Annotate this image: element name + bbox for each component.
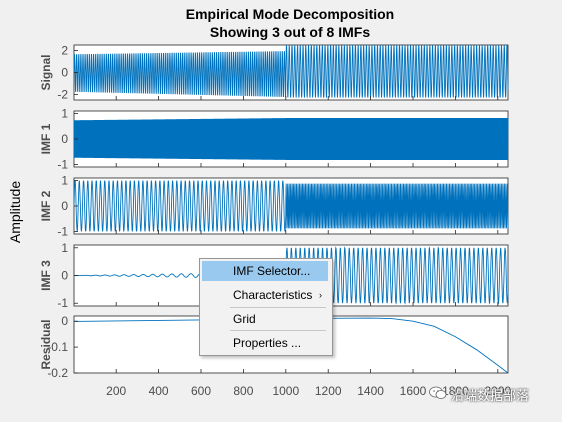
- submenu-arrow-icon: ›: [319, 290, 322, 300]
- panel-ylabel: IMF 3: [39, 260, 53, 291]
- y-tick-label: -0.1: [47, 340, 68, 354]
- y-tick-label: -1: [57, 157, 68, 171]
- series-line-signal: [73, 45, 509, 98]
- menu-separator: [230, 330, 326, 331]
- menu-separator: [230, 307, 326, 308]
- y-tick-label: 0: [61, 66, 68, 80]
- x-tick-label: 800: [233, 384, 253, 398]
- series-line-imf1: [73, 118, 509, 160]
- y-tick-label: -1: [57, 296, 68, 310]
- menu-item-properties[interactable]: Properties ...: [202, 333, 328, 353]
- y-tick-label: 0: [61, 269, 68, 283]
- x-tick-label: 400: [149, 384, 169, 398]
- y-tick-label: 2: [61, 44, 68, 58]
- y-tick-label: 1: [61, 241, 68, 255]
- menu-item-label: Properties ...: [233, 336, 302, 350]
- y-tick-label: -0.2: [47, 366, 68, 380]
- panel-ylabel: Signal: [39, 54, 53, 90]
- panel-ylabel: IMF 1: [39, 123, 53, 154]
- panel-imf-1: 1 0 -1 IMF 1: [39, 107, 509, 171]
- x-axis-ticks: 200 400 600 800 1000 1200 1400 1600 1800 2000: [106, 384, 511, 398]
- watermark: 沿端数据部落: [429, 384, 559, 408]
- x-tick-label: 1800: [442, 384, 469, 398]
- y-tick-label: 1: [61, 174, 68, 188]
- x-tick-label: 2000: [484, 384, 511, 398]
- y-tick-label: 1: [61, 107, 68, 121]
- panel-ylabel: IMF 2: [39, 190, 53, 221]
- x-tick-label: 1600: [400, 384, 427, 398]
- x-tick-label: 1200: [315, 384, 342, 398]
- y-tick-label: 0: [61, 199, 68, 213]
- y-tick-label: -2: [57, 88, 68, 102]
- menu-item-label: IMF Selector...: [233, 264, 311, 278]
- x-tick-label: 600: [191, 384, 211, 398]
- panel-signal: 2 0 -2 Signal: [39, 44, 509, 102]
- y-tick-label: -1: [57, 224, 68, 238]
- wechat-icon: [429, 386, 447, 399]
- panel-ylabel: Residual: [39, 319, 53, 369]
- figure-title-line2: Showing 3 out of 8 IMFs: [210, 24, 370, 40]
- panel-imf-2: 1 0 -1 IMF 2: [39, 174, 509, 238]
- figure-title-line1: Empirical Mode Decomposition: [186, 6, 394, 22]
- x-tick-label: 1000: [272, 384, 299, 398]
- context-menu: IMF Selector... Characteristics › Grid Pr…: [199, 258, 333, 356]
- menu-item-label: Characteristics: [233, 288, 313, 302]
- x-tick-label: 200: [106, 384, 126, 398]
- series-line-imf3: [74, 246, 509, 305]
- menu-item-imf-selector[interactable]: IMF Selector...: [202, 261, 328, 281]
- series-line-imf2: [73, 180, 509, 232]
- subplot-panels: 2 0 -2 Signal 1 0 -1 IMF 1 1 0 -1 IMF 2 1 0 -1 IMF 3 0 -0…: [39, 44, 509, 380]
- y-tick-label: 0: [61, 132, 68, 146]
- menu-item-characteristics[interactable]: Characteristics ›: [202, 285, 328, 305]
- series-line-residual: [73, 317, 509, 374]
- x-tick-label: 1400: [357, 384, 384, 398]
- watermark-text: 沿端数据部落: [451, 389, 530, 404]
- menu-item-grid[interactable]: Grid: [202, 309, 328, 329]
- amplitude-label: Amplitude: [7, 181, 23, 243]
- y-tick-label: 0: [61, 314, 68, 328]
- menu-item-label: Grid: [233, 312, 256, 326]
